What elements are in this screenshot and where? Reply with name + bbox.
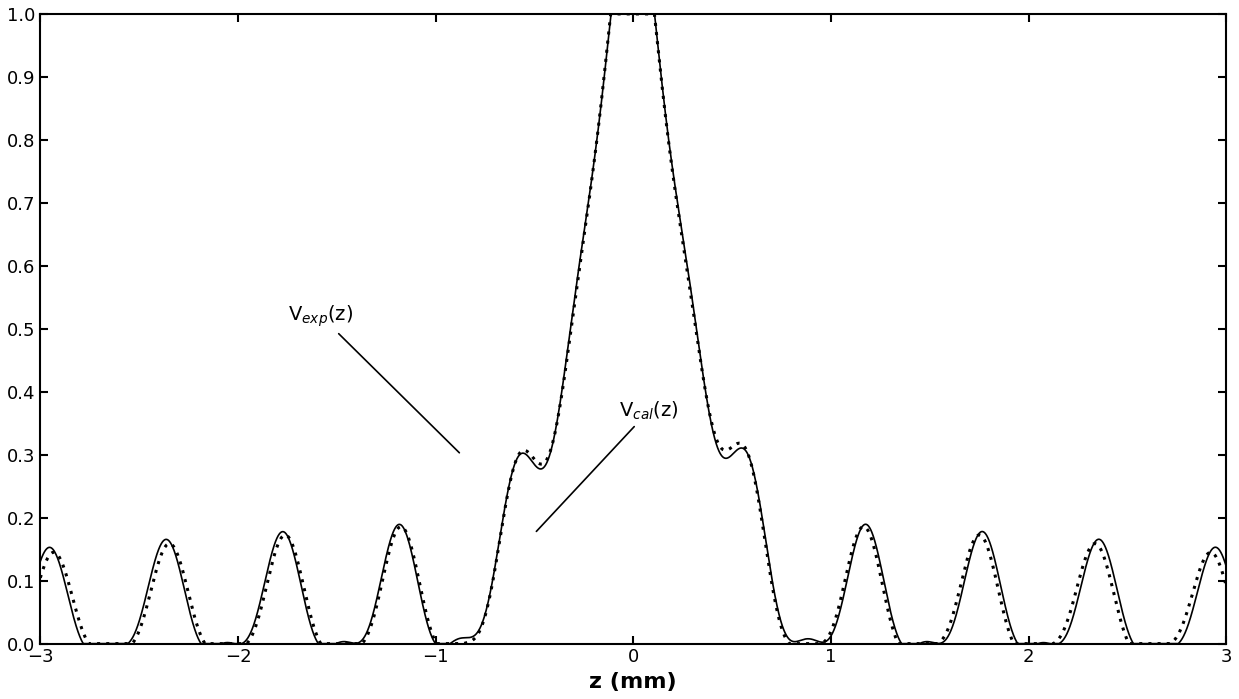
Text: V$_{cal}$(z): V$_{cal}$(z)	[536, 400, 679, 531]
Text: V$_{exp}$(z): V$_{exp}$(z)	[289, 303, 460, 453]
X-axis label: z (mm): z (mm)	[590, 672, 678, 692]
